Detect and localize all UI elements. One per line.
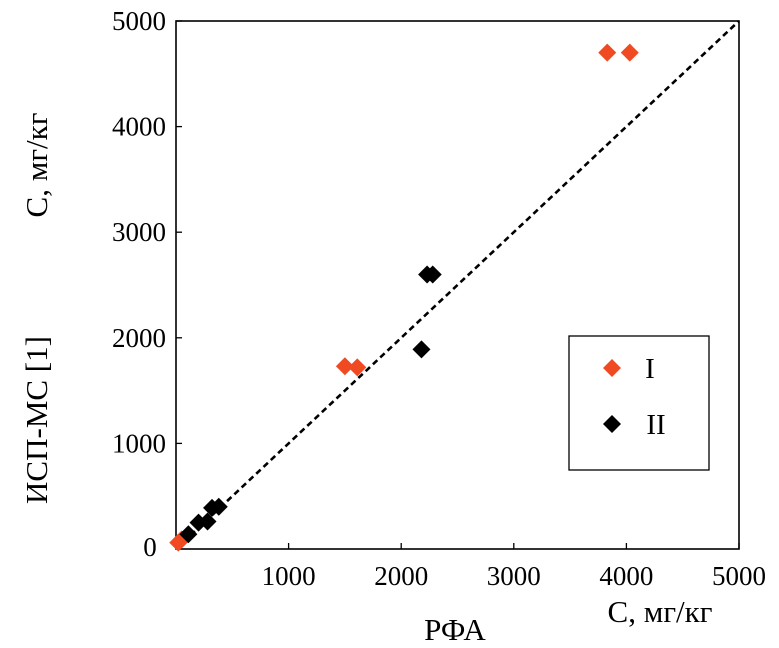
x-tick-label: 1000 [262, 561, 316, 591]
x-tick-label: 2000 [374, 561, 428, 591]
y-tick-label: 4000 [112, 112, 166, 142]
legend-label-I: I [645, 353, 655, 385]
data-point-series-I [598, 43, 617, 62]
y-axis-label: ИСП-МС [1] [19, 336, 54, 504]
x-axis-label: РФА [424, 612, 486, 647]
legend: I II [568, 335, 710, 471]
y-tick-label: 3000 [112, 217, 166, 247]
legend-marker-II [603, 415, 621, 433]
origin-label: 0 [143, 532, 157, 562]
data-point-series-II [412, 340, 431, 359]
data-point-series-II [423, 265, 442, 284]
reference-line-group [175, 20, 740, 550]
data-point-series-II [209, 497, 228, 516]
y-tick-label: 2000 [112, 323, 166, 353]
x-axis-unit: С, мг/кг [608, 594, 713, 629]
y-axis-unit: С, мг/кг [19, 113, 54, 218]
data-point-series-II [179, 525, 198, 544]
legend-marker-I [603, 359, 621, 377]
reference-line [175, 20, 740, 550]
y-tick-label: 1000 [112, 428, 166, 458]
x-tick-label: 5000 [712, 561, 766, 591]
legend-box [568, 335, 710, 471]
data-point-series-II [198, 512, 217, 531]
axis-ticks: 1000 2000 3000 4000 5000 1000 2000 3000 4000 5000 [112, 6, 766, 591]
plot-frame [175, 20, 740, 550]
y-tick-label: 5000 [112, 6, 166, 36]
data-points [169, 43, 639, 552]
data-point-series-I [348, 358, 367, 377]
x-tick-label: 4000 [599, 561, 653, 591]
data-point-series-I [620, 43, 639, 62]
x-tick-label: 3000 [487, 561, 541, 591]
data-point-series-I [335, 357, 354, 376]
legend-label-II: II [646, 409, 665, 441]
plot-area [175, 20, 740, 550]
